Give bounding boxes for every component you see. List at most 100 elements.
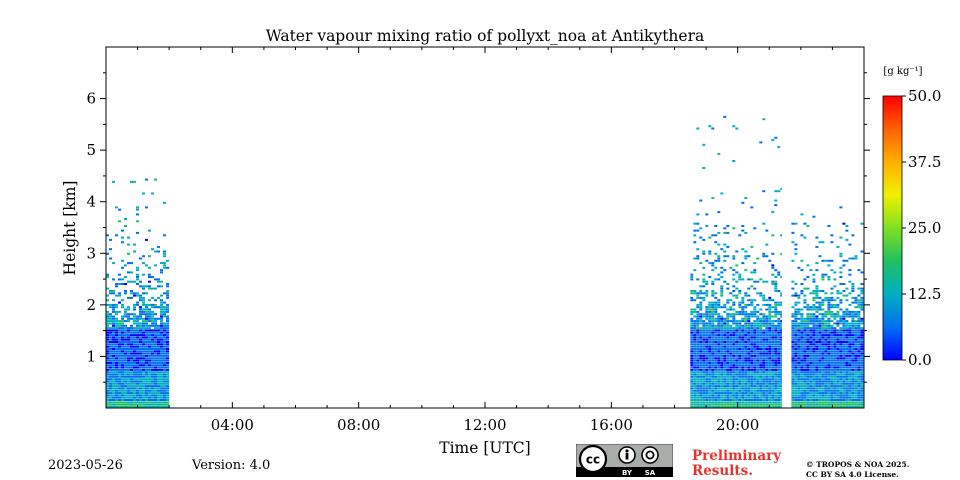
heatmap-cell [145, 238, 148, 241]
heatmap-cell [130, 313, 133, 316]
heatmap-cell [732, 345, 736, 348]
heatmap-cell [765, 336, 769, 339]
heatmap-cell [851, 359, 855, 362]
heatmap-cell [833, 285, 837, 288]
heatmap-cell [726, 403, 730, 406]
heatmap-cell [720, 292, 724, 295]
heatmap-cell [723, 392, 727, 395]
heatmap-cell [851, 406, 855, 408]
heatmap-cell [827, 345, 831, 348]
heatmap-cell [842, 324, 846, 327]
heatmap-cell [720, 266, 724, 269]
heatmap-cell [806, 327, 810, 330]
heatmap-cell [824, 338, 828, 341]
heatmap-cell [809, 317, 813, 320]
heatmap-cell [714, 310, 718, 313]
heatmap-cell [127, 338, 130, 341]
heatmap-cell [112, 345, 115, 348]
heatmap-cell [112, 375, 115, 378]
heatmap-cell [151, 324, 154, 327]
heatmap-cell [860, 271, 864, 274]
heatmap-cell [163, 329, 166, 332]
heatmap-cell [121, 324, 124, 327]
heatmap-cell [714, 375, 718, 378]
heatmap-cell [696, 229, 700, 232]
heatmap-cell [771, 315, 775, 318]
heatmap-cell [732, 341, 736, 343]
heatmap-cell [777, 389, 781, 392]
heatmap-cell [696, 320, 700, 323]
heatmap-cell [732, 396, 736, 399]
heatmap-cell [741, 225, 745, 227]
heatmap-cell [812, 387, 816, 390]
heatmap-cell [741, 301, 745, 304]
heatmap-cell [771, 320, 775, 323]
footer-date: 2023-05-26 [48, 458, 123, 473]
heatmap-cell [830, 334, 834, 337]
heatmap-cell [821, 327, 825, 330]
heatmap-cell [774, 345, 778, 348]
heatmap-cell [166, 317, 169, 320]
heatmap-cell [696, 403, 700, 406]
heatmap-cell [824, 403, 828, 406]
heatmap-cell [711, 197, 715, 200]
heatmap-cell [109, 348, 112, 350]
heatmap-cell [839, 252, 843, 255]
heatmap-cell [720, 406, 724, 408]
heatmap-cell [818, 394, 822, 397]
heatmap-cell [115, 389, 118, 392]
heatmap-cell [714, 336, 718, 339]
heatmap-cell [130, 343, 133, 346]
heatmap-cell [699, 366, 703, 369]
heatmap-cell [705, 336, 709, 339]
heatmap-cell [827, 389, 831, 392]
heatmap-cell [753, 315, 757, 318]
heatmap-cell [765, 345, 769, 348]
heatmap-cell [818, 368, 822, 371]
heatmap-cell [774, 357, 778, 360]
heatmap-cell [112, 368, 115, 371]
heatmap-cell [726, 371, 730, 374]
heatmap-cell [777, 334, 781, 337]
heatmap-cell [800, 317, 804, 320]
heatmap-cell [109, 368, 112, 371]
heatmap-cell [705, 324, 709, 327]
heatmap-cell [124, 380, 127, 383]
heatmap-cell [774, 387, 778, 390]
heatmap-cell [699, 303, 703, 306]
heatmap-cell [726, 375, 730, 378]
heatmap-cell [690, 359, 694, 362]
heatmap-cell [759, 399, 763, 401]
heatmap-cell [708, 380, 712, 383]
heatmap-cell [148, 308, 151, 311]
heatmap-cell [774, 276, 778, 278]
heatmap-cell [160, 294, 163, 297]
heatmap-cell [851, 361, 855, 364]
heatmap-cell [109, 385, 112, 388]
heatmap-cell [154, 352, 157, 355]
heatmap-cell [762, 401, 766, 404]
heatmap-cell [851, 394, 855, 397]
heatmap-cell [780, 315, 782, 318]
heatmap-cell [806, 389, 810, 392]
heatmap-cell [729, 324, 733, 327]
heatmap-cell [803, 359, 807, 362]
heatmap-cell [771, 336, 775, 339]
heatmap-cell [791, 373, 795, 376]
heatmap-cell [127, 350, 130, 353]
heatmap-cell [830, 401, 834, 404]
heatmap-cell [738, 348, 742, 350]
heatmap-cell [127, 296, 130, 299]
heatmap-cell [118, 354, 121, 357]
heatmap-cell [818, 401, 822, 404]
heatmap-cell [157, 324, 160, 327]
heatmap-cell [756, 396, 760, 399]
heatmap-cell [803, 382, 807, 385]
heatmap-cell [154, 399, 157, 401]
heatmap-cell [154, 371, 157, 374]
heatmap-cell [738, 368, 742, 371]
heatmap-cell [130, 371, 133, 374]
heatmap-cell [759, 382, 763, 385]
heatmap-cell [753, 389, 757, 392]
heatmap-cell [780, 334, 782, 337]
